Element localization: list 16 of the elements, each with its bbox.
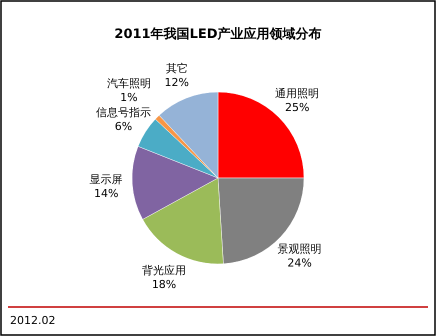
- slice-label: 景观照明: [278, 242, 322, 256]
- slice-label: 通用照明: [275, 86, 320, 100]
- data-label: 12%: [164, 76, 189, 89]
- text: 2012.02: [10, 314, 56, 327]
- data-label: 6%: [114, 120, 132, 133]
- data-label: 25%: [284, 100, 310, 114]
- slice-label: 背光应用: [142, 264, 186, 278]
- slice-label: 汽车照明: [106, 76, 151, 90]
- slice-label: 显示屏: [90, 173, 123, 186]
- data-label: 24%: [287, 256, 312, 270]
- slice-label: 其它: [166, 62, 188, 75]
- data-label: 18%: [152, 278, 176, 292]
- slice-label: 信息号指示: [96, 106, 151, 119]
- data-label: 14%: [94, 187, 118, 200]
- data-label: 1%: [120, 90, 138, 104]
- chart-title: 2011年我国LED产业应用领域分布: [114, 26, 322, 42]
